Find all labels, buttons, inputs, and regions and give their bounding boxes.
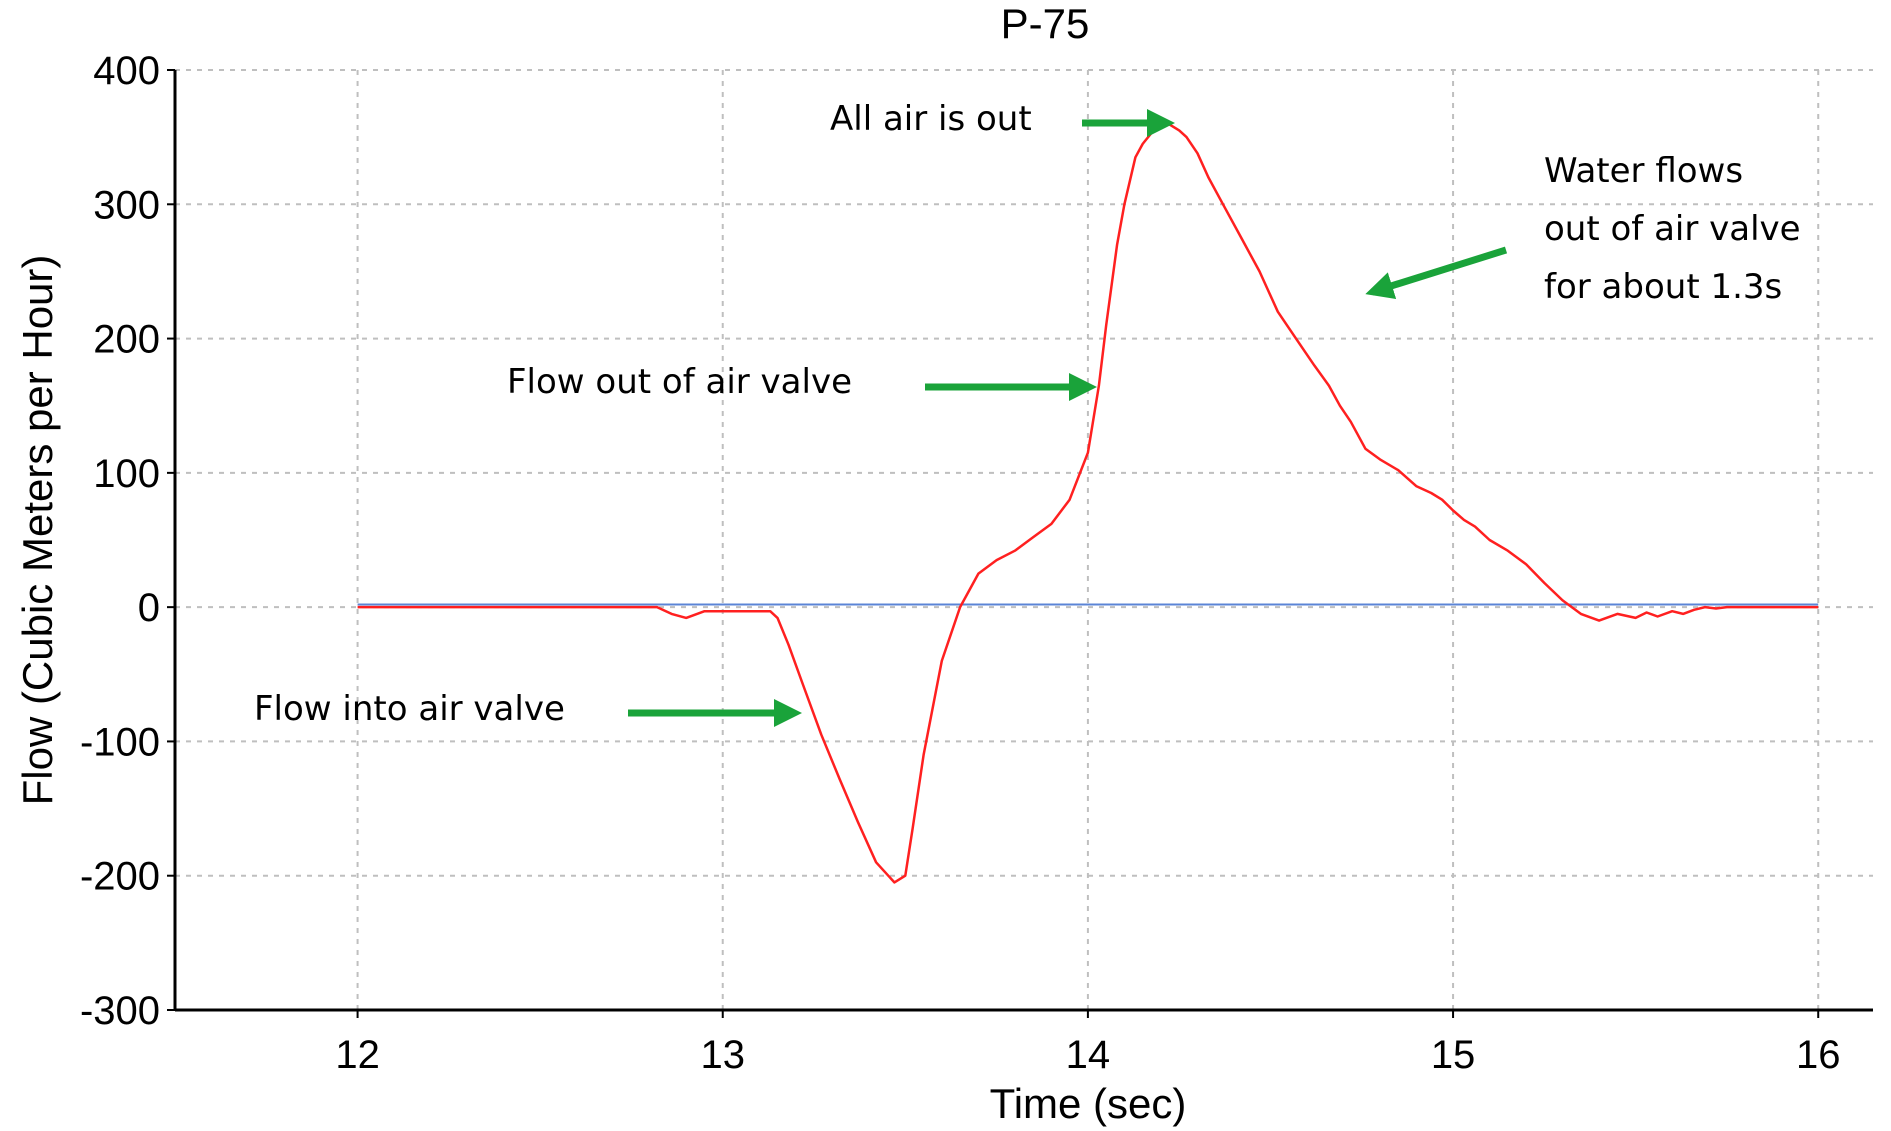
annotation-water-flows-1: Water flows (1544, 151, 1743, 191)
y-tick-label: -300 (80, 989, 160, 1033)
chart-title: P-75 (1001, 0, 1090, 47)
flow-series-line (357, 119, 1819, 884)
y-tick-label: -200 (80, 855, 160, 899)
annotation-water-flows-2: out of air valve (1544, 209, 1801, 249)
annotation-flow-into: Flow into air valve (254, 689, 565, 729)
x-tick-label: 13 (700, 1033, 745, 1077)
y-tick-label: 400 (93, 49, 160, 93)
annotation-all-air-out: All air is out (830, 99, 1032, 139)
x-tick-label: 12 (335, 1033, 380, 1077)
series (357, 119, 1819, 884)
x-axis-label: Time (sec) (990, 1080, 1187, 1127)
y-tick-label: -100 (80, 720, 160, 764)
x-tick-label: 15 (1431, 1033, 1476, 1077)
y-tick-label: 0 (138, 586, 160, 630)
x-tick-label: 14 (1066, 1033, 1111, 1077)
arrow-water-flows (1365, 246, 1508, 300)
annotation-flow-out: Flow out of air valve (507, 362, 852, 402)
x-tick-label: 16 (1796, 1033, 1841, 1077)
grid (175, 69, 1873, 1010)
y-tick-label: 100 (93, 452, 160, 496)
y-tick-label: 200 (93, 318, 160, 362)
y-tick-label: 300 (93, 183, 160, 227)
y-axis-label: Flow (Cubic Meters per Hour) (14, 255, 61, 806)
y-ticks: 400 300 200 100 0 -100 -200 -300 (80, 49, 175, 1033)
annotation-water-flows-3: for about 1.3s (1544, 267, 1782, 307)
x-ticks: 12 13 14 15 16 (335, 1010, 1840, 1077)
